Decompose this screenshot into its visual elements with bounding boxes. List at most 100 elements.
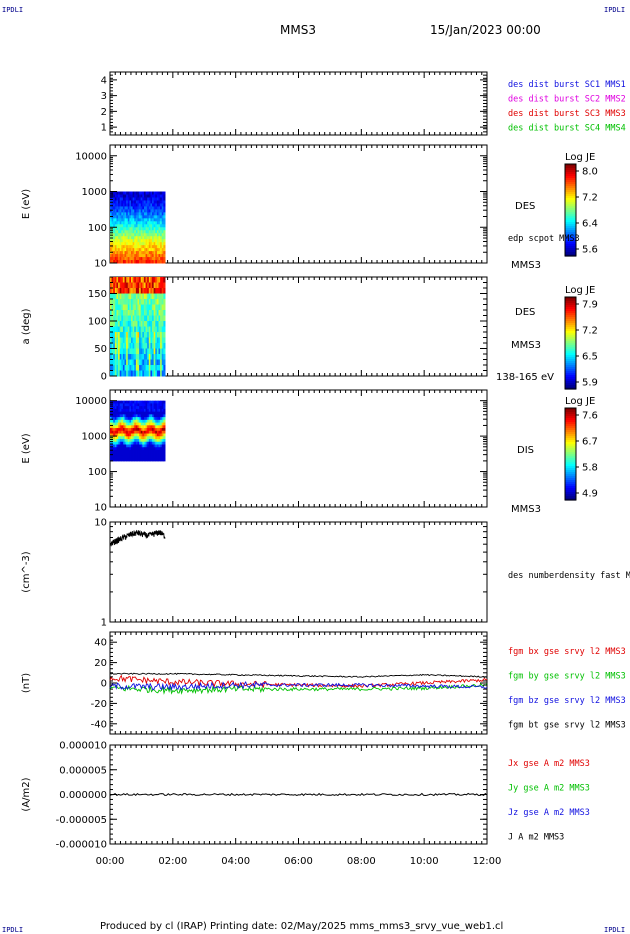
spectrogram-cell (143, 203, 147, 207)
spectrogram-cell (143, 260, 147, 264)
spectrogram-cell (114, 233, 117, 237)
spectrogram-cell (158, 218, 161, 222)
spectrogram-cell (155, 197, 158, 201)
spectrogram-cell (148, 227, 151, 231)
spectrogram-cell (110, 257, 113, 261)
spectrogram-cell (110, 430, 113, 435)
spectrogram-cell (161, 444, 164, 448)
spectrogram-cell (139, 260, 142, 264)
spectrogram-cell (126, 444, 129, 448)
colorbar-swatch (565, 311, 576, 314)
spectrogram-cell (124, 215, 127, 219)
spectrogram-cell (137, 260, 140, 264)
spectrogram-cell (161, 227, 164, 231)
colorbar-swatch (565, 408, 576, 411)
spectrogram-cell (145, 452, 148, 456)
spectrogram-cell (143, 251, 147, 255)
spectrogram-cell (134, 422, 137, 426)
spectrogram-cell (143, 236, 147, 240)
spectrogram-cell (148, 414, 151, 418)
spectrogram-cell (163, 215, 166, 219)
spectrogram-cell (127, 406, 130, 410)
pitch-cell (148, 365, 151, 371)
spectrogram-cell (152, 452, 155, 456)
spectrogram-cell (131, 227, 134, 231)
pitch-cell (148, 293, 151, 300)
spectrogram-cell (143, 428, 147, 432)
colorbar-swatch (565, 420, 576, 423)
spectrogram-cell (124, 239, 127, 243)
legend-entry: des dist burst SC2 MMS2 (508, 95, 626, 105)
spectrogram-cell (127, 417, 130, 421)
pitch-cell (148, 326, 151, 333)
spectrogram-cell (126, 215, 129, 219)
y-tick-label: 10 (94, 518, 107, 529)
spectrogram-cell (145, 224, 148, 228)
spectrogram-cell (132, 251, 135, 255)
pitch-cell (140, 277, 143, 283)
spectrogram-cell (147, 248, 150, 252)
spectrogram-cell (111, 438, 114, 443)
pitch-cell (148, 354, 151, 360)
spectrogram-cell (148, 436, 151, 440)
pitch-cell (127, 365, 130, 371)
spectrogram-cell (134, 221, 137, 225)
spectrogram-cell (140, 428, 143, 432)
spectrogram-cell (134, 441, 137, 445)
pitch-cell (126, 348, 129, 355)
spectrogram-cell (134, 242, 137, 246)
spectrogram-cell (122, 441, 126, 445)
spectrogram-cell (147, 438, 150, 443)
spectrogram-cell (119, 406, 122, 410)
spectrogram-cell (113, 194, 116, 198)
spectrogram-cell (142, 251, 145, 255)
spectrogram-cell (161, 400, 164, 404)
spectrogram-cell (155, 447, 158, 451)
pitch-cell (113, 299, 116, 305)
spectrogram-cell (114, 245, 117, 249)
spectrogram-cell (132, 239, 135, 243)
spectrogram-cell (118, 245, 121, 249)
colorbar-swatch (565, 182, 576, 185)
spectrogram-cell (121, 452, 124, 456)
spectrogram-cell (135, 203, 138, 207)
pitch-cell (160, 277, 163, 283)
spectrogram-cell (145, 200, 148, 204)
colorbar-tick-label: 6.4 (582, 219, 598, 230)
pitch-cell (134, 299, 137, 305)
spectrogram-cell (140, 239, 143, 243)
spectrogram-cell (160, 433, 163, 437)
spectrogram-cell (126, 206, 129, 210)
spectrogram-cell (163, 239, 166, 243)
pitch-cell (119, 288, 122, 294)
pitch-cell (153, 277, 156, 283)
spectrogram-cell (116, 422, 119, 426)
colorbar-swatch (565, 331, 576, 334)
spectrogram-cell (139, 428, 142, 432)
spectrogram-cell (161, 209, 164, 213)
spectrogram-cell (118, 230, 121, 234)
spectrogram-cell (113, 433, 116, 437)
spectrogram-cell (124, 403, 127, 407)
side-label: DES (515, 201, 535, 212)
spectrogram-cell (122, 447, 126, 451)
spectrogram-cell (122, 422, 126, 426)
spectrogram-cell (113, 425, 116, 429)
spectrogram-cell (114, 452, 117, 456)
pitch-cell (143, 332, 147, 338)
spectrogram-cell (147, 447, 150, 451)
spectrogram-cell (121, 455, 124, 459)
pitch-cell (147, 310, 150, 316)
spectrogram-cell (145, 400, 148, 404)
colorbar-swatch (565, 323, 576, 326)
spectrogram-cell (161, 430, 164, 435)
spectrogram-cell (163, 227, 166, 231)
spectrogram-cell (111, 218, 114, 222)
pitch-cell (134, 315, 137, 322)
pitch-cell (137, 326, 140, 333)
colorbar-swatch (565, 250, 576, 253)
colorbar-swatch (565, 470, 576, 473)
pitch-cell (132, 321, 135, 327)
spectrogram-cell (116, 197, 119, 201)
